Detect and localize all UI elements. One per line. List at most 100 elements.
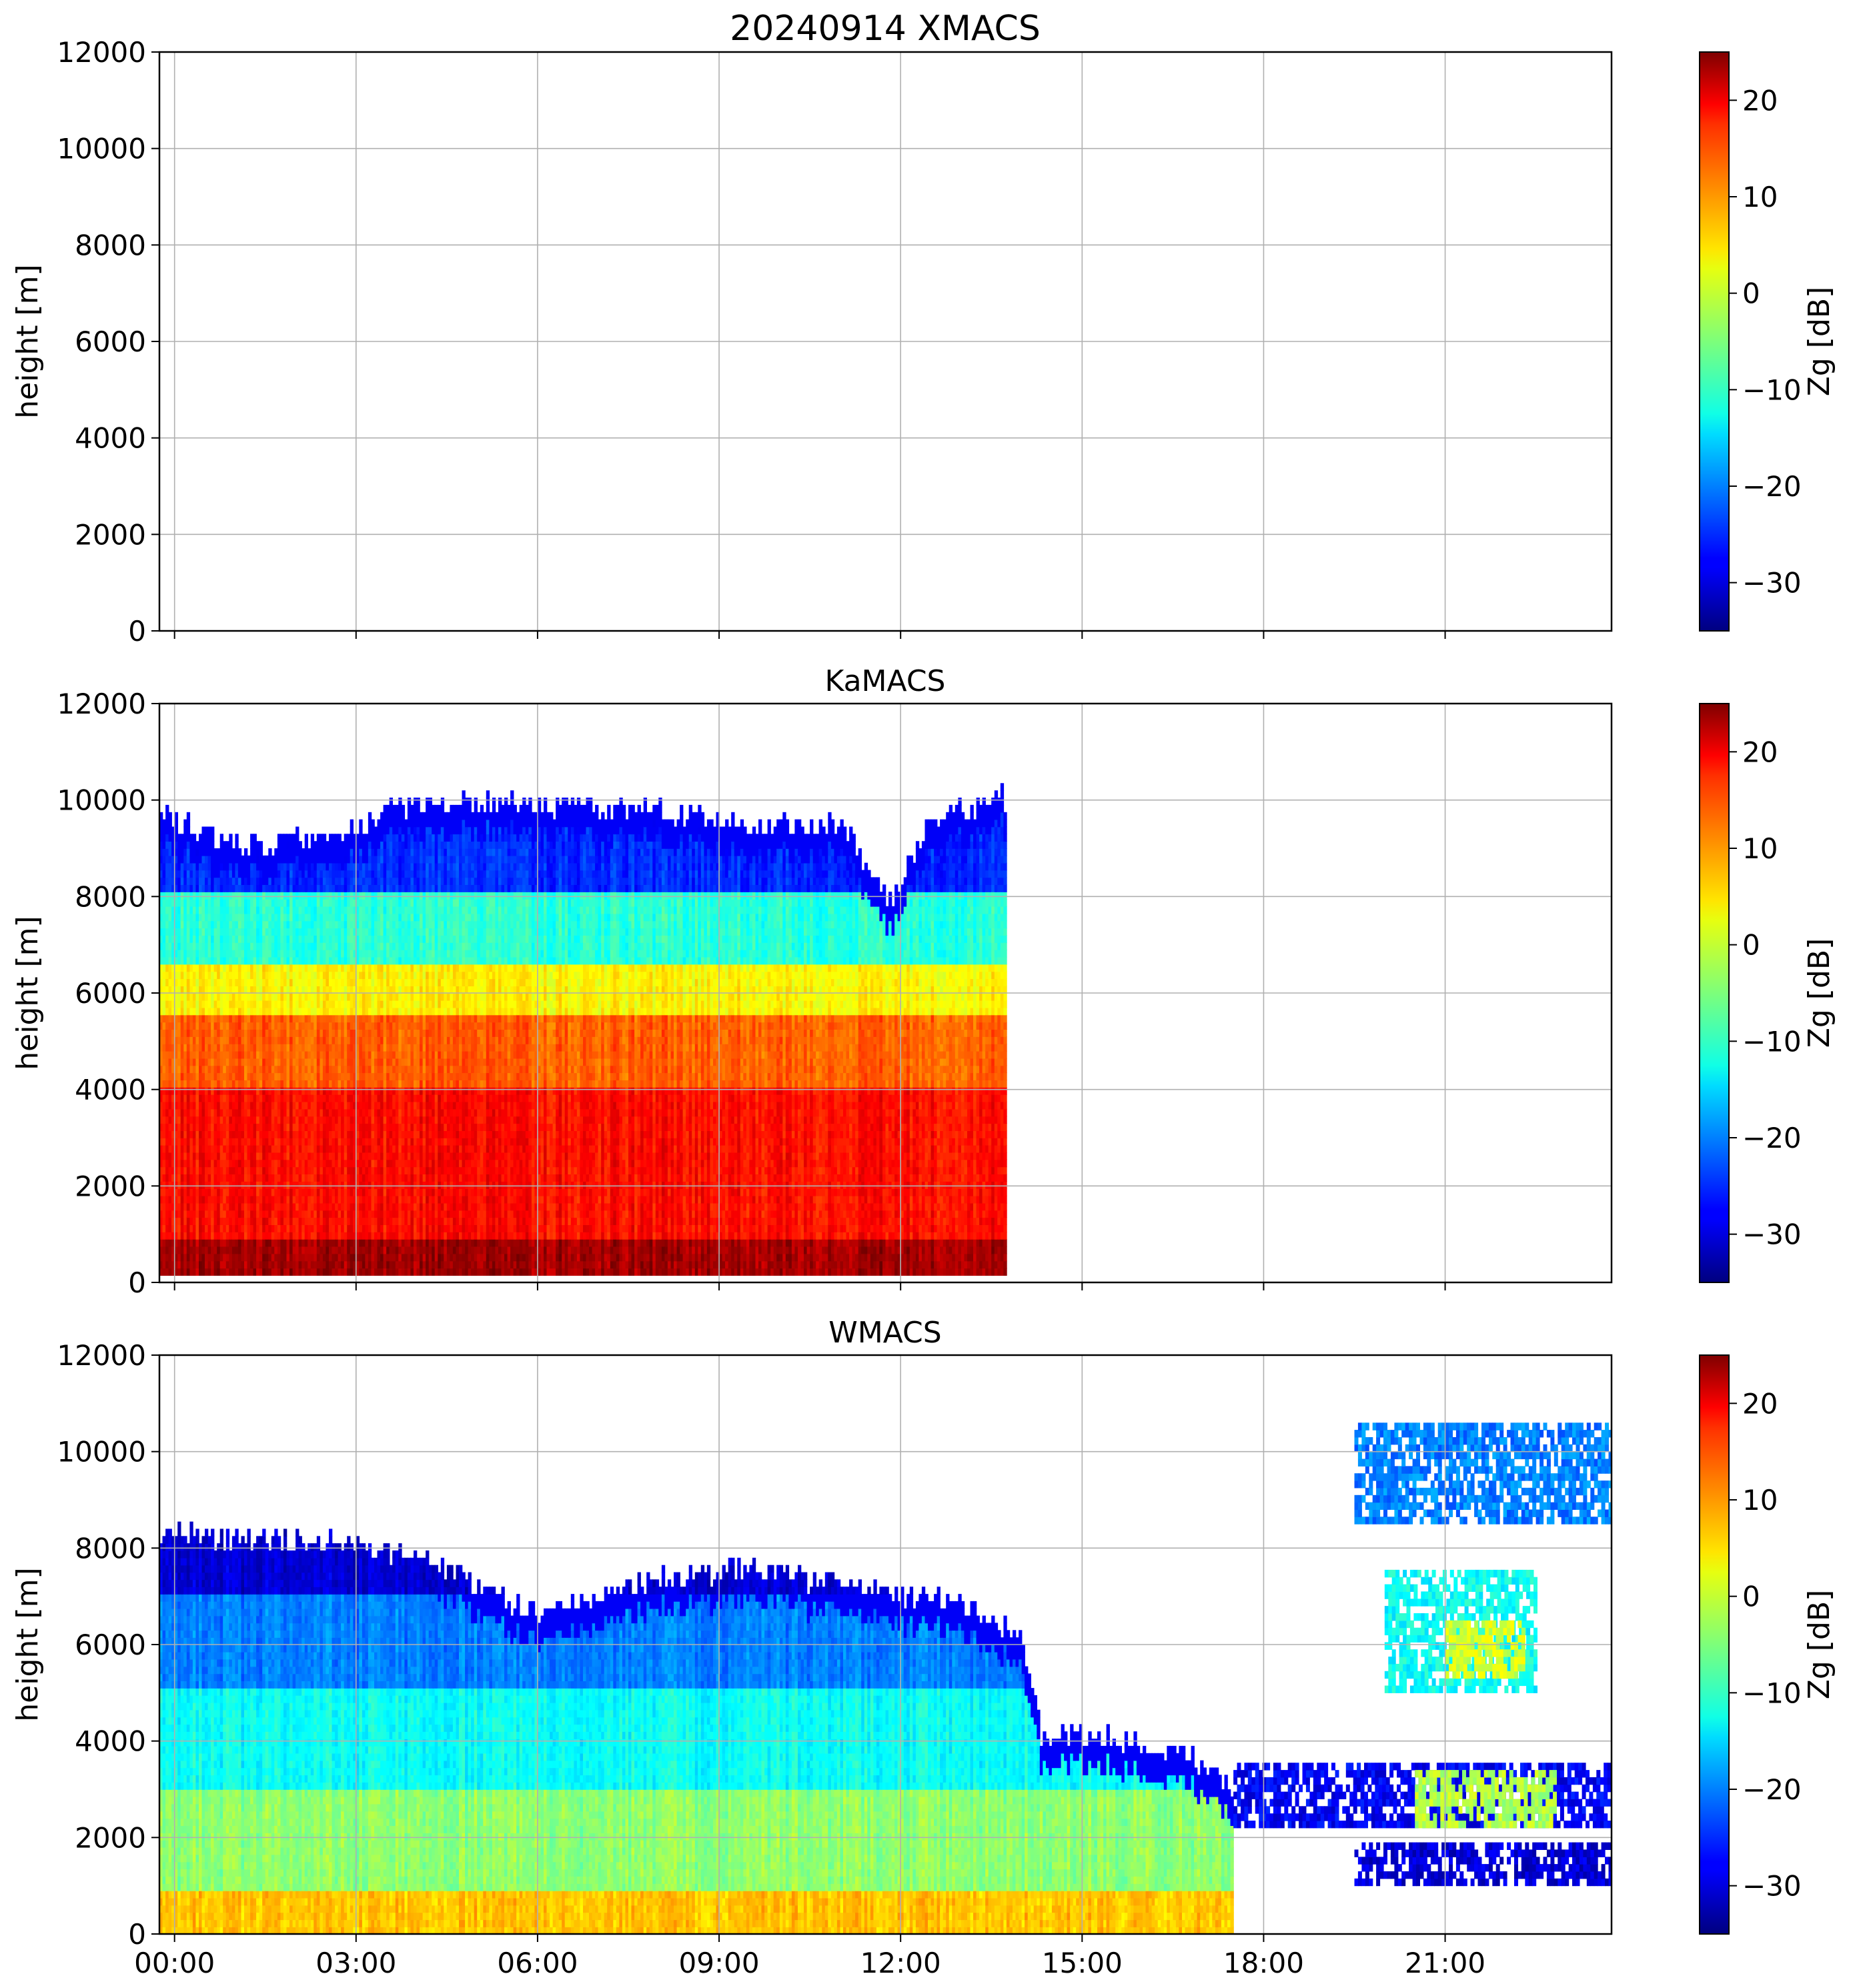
heatmap-cell xyxy=(286,1101,290,1110)
heatmap-cell xyxy=(189,1144,193,1153)
heatmap-cell xyxy=(344,1268,348,1276)
heatmap-cell xyxy=(298,1224,302,1232)
heatmap-cell xyxy=(159,1050,163,1059)
heatmap-cell xyxy=(247,956,251,965)
heatmap-cell xyxy=(289,1029,293,1037)
heatmap-cell xyxy=(211,1217,215,1225)
heatmap-cell xyxy=(205,935,209,943)
heatmap-cell xyxy=(359,1050,363,1059)
heatmap-cell xyxy=(395,1238,400,1247)
heatmap-cell xyxy=(371,986,375,994)
heatmap-cell xyxy=(219,1101,223,1110)
heatmap-cell xyxy=(365,1000,369,1008)
heatmap-cell xyxy=(165,826,169,835)
heatmap-cell xyxy=(374,1022,378,1030)
heatmap-cell xyxy=(192,1202,197,1211)
heatmap-cell xyxy=(192,1094,197,1102)
heatmap-cell xyxy=(320,841,324,849)
heatmap-cell xyxy=(217,993,221,1001)
heatmap-cell xyxy=(392,1130,396,1138)
heatmap-cell xyxy=(229,956,233,965)
heatmap-cell xyxy=(368,1130,372,1138)
heatmap-cell xyxy=(174,956,178,965)
heatmap-cell xyxy=(213,906,217,914)
heatmap-cell xyxy=(335,1188,339,1196)
heatmap-cell xyxy=(368,1238,372,1247)
heatmap-cell xyxy=(371,949,375,958)
heatmap-cell xyxy=(289,1044,293,1052)
heatmap-cell xyxy=(338,920,342,929)
heatmap-cell xyxy=(398,1029,402,1037)
heatmap-cell xyxy=(383,1238,387,1247)
heatmap-cell xyxy=(320,1188,324,1196)
heatmap-cell xyxy=(289,1253,293,1262)
heatmap-cell xyxy=(292,1029,296,1037)
heatmap-cell xyxy=(265,1108,269,1117)
heatmap-cell xyxy=(326,906,330,914)
heatmap-cell xyxy=(301,906,305,914)
heatmap-cell xyxy=(217,1195,221,1204)
heatmap-cell xyxy=(283,1108,287,1117)
heatmap-cell xyxy=(189,1087,193,1095)
heatmap-cell xyxy=(199,862,203,871)
heatmap-cell xyxy=(211,1130,215,1138)
heatmap-cell xyxy=(283,1188,287,1196)
heatmap-cell xyxy=(237,1058,242,1066)
heatmap-cell xyxy=(189,870,193,878)
heatmap-cell xyxy=(174,1268,178,1276)
heatmap-cell xyxy=(344,1029,348,1037)
heatmap-cell xyxy=(392,1260,396,1269)
heatmap-cell xyxy=(211,1000,215,1008)
heatmap-cell xyxy=(268,986,272,994)
heatmap-cell xyxy=(195,899,199,907)
heatmap-cell xyxy=(350,841,354,849)
heatmap-cell xyxy=(310,993,315,1001)
heatmap-cell xyxy=(217,1246,221,1254)
heatmap-cell xyxy=(286,1210,290,1218)
heatmap-cell xyxy=(289,841,293,849)
heatmap-cell xyxy=(307,1087,312,1095)
heatmap-cell xyxy=(374,1253,378,1262)
heatmap-cell xyxy=(174,877,178,885)
heatmap-cell xyxy=(386,1130,390,1138)
heatmap-cell xyxy=(310,1130,315,1138)
heatmap-cell xyxy=(380,1130,384,1138)
heatmap-cell xyxy=(326,1058,330,1066)
heatmap-cell xyxy=(165,1166,169,1174)
heatmap-cell xyxy=(401,1072,406,1080)
heatmap-cell xyxy=(237,964,242,972)
heatmap-cell xyxy=(335,1050,339,1059)
heatmap-cell xyxy=(225,870,230,878)
heatmap-cell xyxy=(341,1202,345,1211)
heatmap-cell xyxy=(237,1065,242,1074)
heatmap-cell xyxy=(247,1232,251,1240)
heatmap-cell xyxy=(289,1217,293,1225)
heatmap-cell xyxy=(271,1094,275,1102)
heatmap-cell xyxy=(165,1072,169,1080)
heatmap-cell xyxy=(199,1224,203,1232)
heatmap-cell xyxy=(247,1181,251,1189)
heatmap-cell xyxy=(262,870,266,878)
heatmap-cell xyxy=(356,942,360,950)
heatmap-cell xyxy=(277,978,281,986)
heatmap-cell xyxy=(225,1217,230,1225)
heatmap-cell xyxy=(371,826,375,835)
heatmap-cell xyxy=(386,1080,390,1088)
heatmap-cell xyxy=(389,1087,393,1095)
heatmap-cell xyxy=(223,906,227,914)
heatmap-cell xyxy=(377,1022,381,1030)
heatmap-cell xyxy=(271,870,275,878)
heatmap-cell xyxy=(310,1036,315,1044)
heatmap-cell xyxy=(195,928,199,936)
heatmap-cell xyxy=(247,993,251,1001)
heatmap-cell xyxy=(265,993,269,1001)
heatmap-cell xyxy=(380,1260,384,1269)
heatmap-cell xyxy=(205,1253,209,1262)
heatmap-cell xyxy=(183,1036,187,1044)
heatmap-cell xyxy=(241,1058,245,1066)
heatmap-cell xyxy=(395,1080,400,1088)
heatmap-cell xyxy=(350,942,354,950)
heatmap-cell xyxy=(322,942,327,950)
heatmap-cell xyxy=(277,1072,281,1080)
heatmap-cell xyxy=(359,1138,363,1146)
